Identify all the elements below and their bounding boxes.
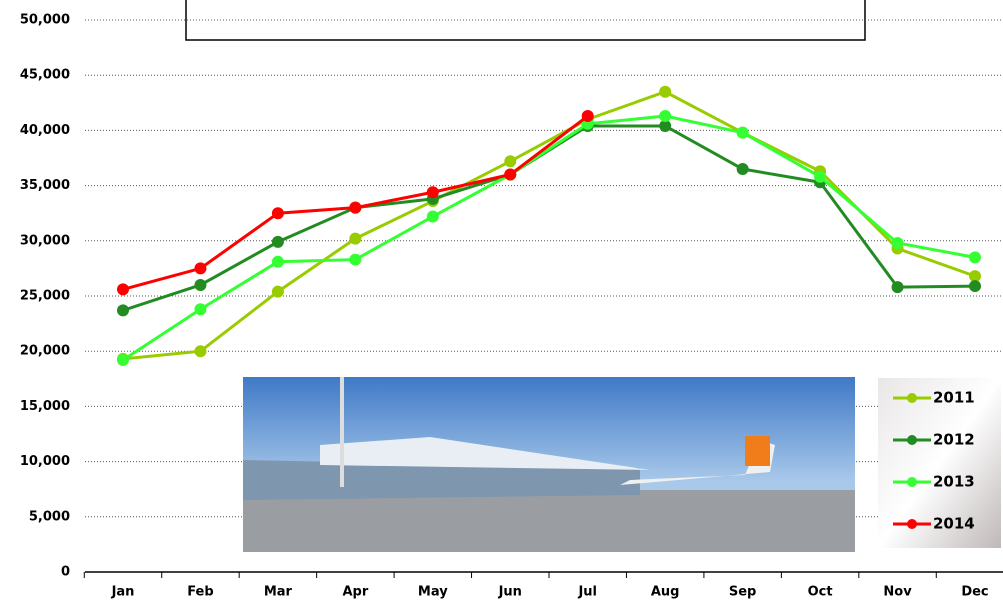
x-tick-label: Jul xyxy=(577,585,597,600)
y-tick-label: 45,000 xyxy=(20,68,70,83)
point xyxy=(737,127,749,139)
x-tick-label: Oct xyxy=(808,585,833,600)
point xyxy=(659,86,671,98)
chart: 0 5,000 10,000 15,000 20,000 25,000 30,000 35,0… xyxy=(0,0,1003,602)
legend-label: 2011 xyxy=(933,389,975,407)
x-tick-label: Mar xyxy=(264,585,293,600)
x-tick-label: Jun xyxy=(498,585,522,600)
point xyxy=(349,202,361,214)
point xyxy=(117,304,129,316)
y-tick-label: 20,000 xyxy=(20,344,70,359)
y-tick-label: 40,000 xyxy=(20,123,70,138)
legend-marker xyxy=(907,393,917,403)
legend-marker xyxy=(907,477,917,487)
y-tick-label: 0 xyxy=(61,565,70,580)
y-tick-label: 10,000 xyxy=(20,454,70,469)
y-tick-label: 35,000 xyxy=(20,178,70,193)
y-tick-label: 15,000 xyxy=(20,399,70,414)
point xyxy=(737,163,749,175)
point xyxy=(427,186,439,198)
point xyxy=(659,110,671,122)
point xyxy=(427,211,439,223)
x-tick-label: Jan xyxy=(111,585,135,600)
x-tick-label: Aug xyxy=(651,585,680,600)
point xyxy=(582,110,594,122)
y-tick-label: 30,000 xyxy=(20,233,70,248)
point xyxy=(814,171,826,183)
point xyxy=(117,354,129,366)
point xyxy=(194,262,206,274)
legend-marker xyxy=(907,435,917,445)
series-line xyxy=(123,126,975,310)
y-tick-label: 50,000 xyxy=(20,13,70,28)
point xyxy=(349,233,361,245)
point xyxy=(272,286,284,298)
legend-label: 2012 xyxy=(933,431,975,449)
point xyxy=(194,345,206,357)
x-tick-label: Nov xyxy=(883,585,912,600)
point xyxy=(349,254,361,266)
x-tick-label: Apr xyxy=(342,585,368,600)
point xyxy=(969,251,981,263)
point xyxy=(194,303,206,315)
point xyxy=(117,283,129,295)
point xyxy=(272,236,284,248)
legend-label: 2014 xyxy=(933,515,975,533)
x-tick-label: Sep xyxy=(729,585,757,600)
y-tick-label: 5,000 xyxy=(29,509,70,524)
point xyxy=(504,169,516,181)
x-tick-label: Feb xyxy=(187,585,213,600)
point xyxy=(969,280,981,292)
point xyxy=(272,256,284,268)
series-line xyxy=(123,92,975,359)
y-tick-label: 25,000 xyxy=(20,289,70,304)
x-tick-label: May xyxy=(418,585,448,600)
point xyxy=(194,279,206,291)
point xyxy=(892,281,904,293)
series-line xyxy=(123,116,975,360)
x-tick-label: Dec xyxy=(961,585,988,600)
legend-marker xyxy=(907,519,917,529)
point xyxy=(272,207,284,219)
point xyxy=(892,237,904,249)
photo xyxy=(243,377,855,552)
point xyxy=(504,155,516,167)
legend-label: 2013 xyxy=(933,473,975,491)
